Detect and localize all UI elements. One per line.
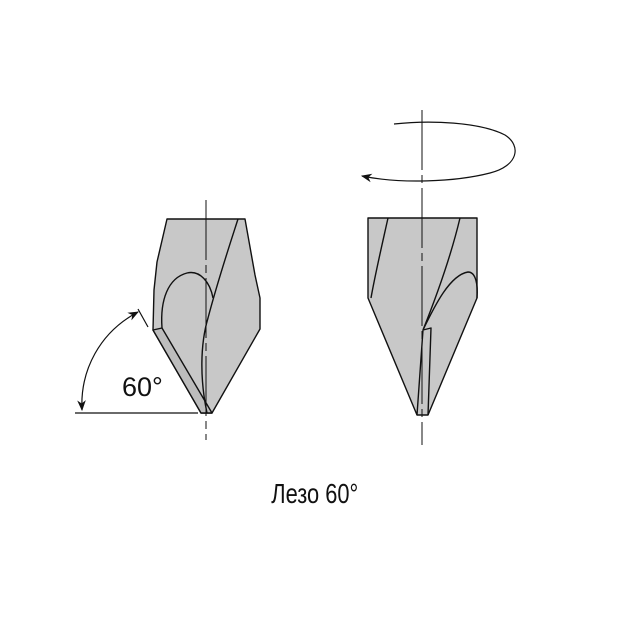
left-drill-bevel xyxy=(152,327,213,414)
right-drill-flute xyxy=(422,271,478,331)
caption: Лезо 60° xyxy=(0,478,630,510)
left-drill-flute xyxy=(161,271,214,329)
right-drill-bit xyxy=(367,217,478,416)
caption-text: Лезо 60° xyxy=(271,478,359,509)
angle-label: 60° xyxy=(122,372,163,402)
right-drill-left-spiral xyxy=(370,217,389,299)
left-drill-spiral-edge xyxy=(201,218,239,414)
right-drill-right-spiral xyxy=(422,217,461,331)
angle-indicator xyxy=(75,308,198,414)
angle-arc-arrow xyxy=(77,311,139,412)
angle-tick xyxy=(137,308,149,328)
rotation-arrow xyxy=(360,121,516,183)
